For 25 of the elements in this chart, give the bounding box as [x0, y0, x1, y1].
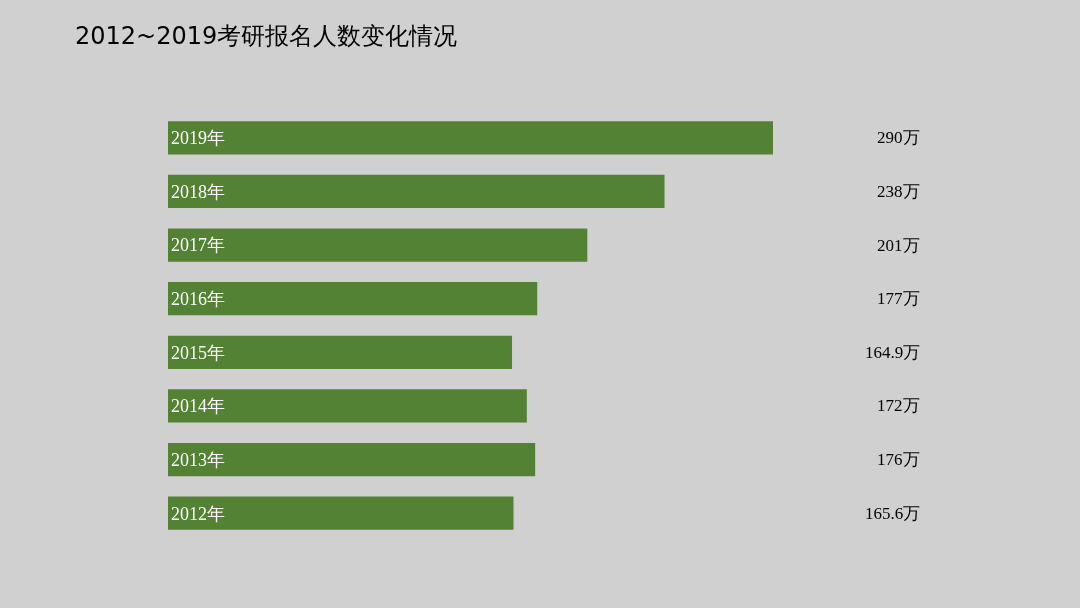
data-label: 172万 — [877, 396, 920, 415]
data-label: 201万 — [877, 236, 920, 255]
chart-title: 2012~2019考研报名人数变化情况 — [75, 22, 458, 51]
data-label: 165.6万 — [865, 504, 921, 523]
y-tick-label: 2012年 — [171, 503, 225, 524]
data-label: 238万 — [877, 182, 920, 201]
bar — [168, 228, 588, 262]
y-tick-label: 2013年 — [171, 449, 225, 470]
y-tick-label: 2015年 — [171, 342, 225, 363]
bar — [168, 389, 527, 423]
y-tick-label: 2019年 — [171, 128, 225, 149]
bar — [168, 282, 538, 316]
y-tick-label: 2017年 — [171, 235, 225, 256]
y-tick-label: 2014年 — [171, 396, 225, 417]
bar — [168, 335, 513, 369]
y-tick-label: 2016年 — [171, 288, 225, 309]
data-label: 176万 — [877, 450, 920, 469]
data-label: 177万 — [877, 289, 920, 308]
bar — [168, 174, 665, 209]
bar — [168, 442, 536, 477]
data-label: 164.9万 — [865, 343, 921, 362]
bar — [168, 496, 514, 530]
bar — [168, 121, 773, 155]
y-tick-label: 2018年 — [171, 181, 225, 202]
data-label: 290万 — [877, 128, 920, 147]
